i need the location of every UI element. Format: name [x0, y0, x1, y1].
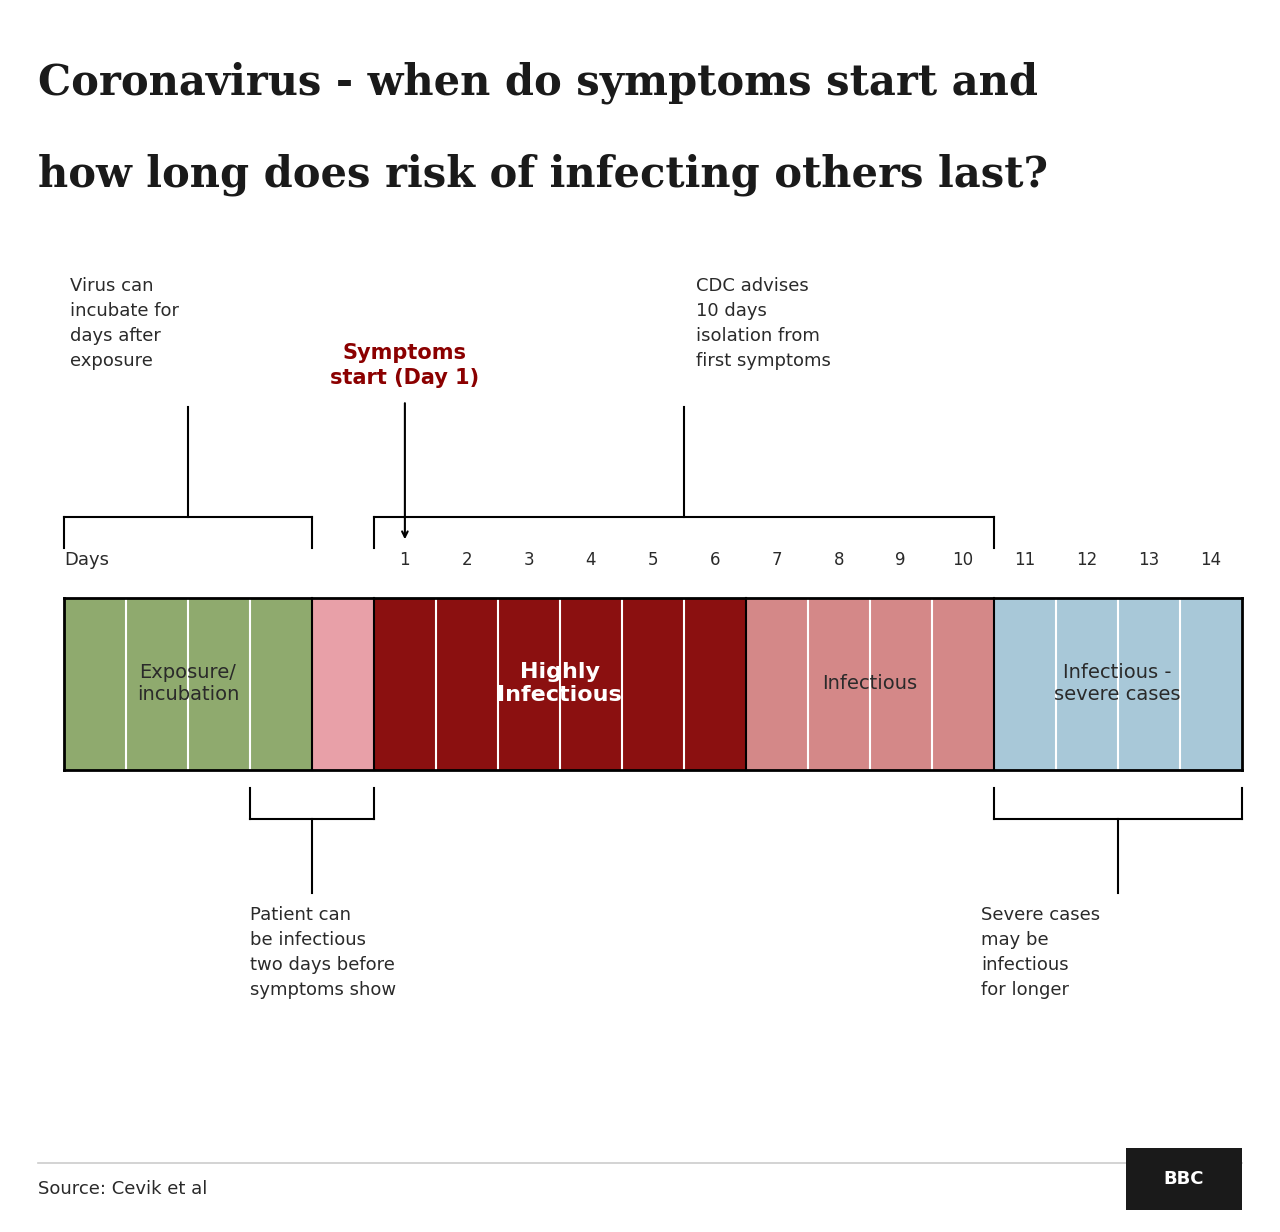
Text: 5: 5 — [648, 551, 658, 569]
Text: BBC: BBC — [1164, 1170, 1204, 1188]
Text: Symptoms
start (Day 1): Symptoms start (Day 1) — [330, 344, 480, 388]
Text: Source: Cevik et al: Source: Cevik et al — [38, 1179, 207, 1198]
Text: 6: 6 — [709, 551, 721, 569]
Text: 1: 1 — [399, 551, 410, 569]
Text: 9: 9 — [896, 551, 906, 569]
Bar — [312, 598, 374, 770]
Text: how long does risk of infecting others last?: how long does risk of infecting others l… — [38, 154, 1048, 196]
Text: 4: 4 — [585, 551, 596, 569]
Text: 13: 13 — [1138, 551, 1160, 569]
Bar — [746, 598, 993, 770]
Text: 11: 11 — [1014, 551, 1036, 569]
Bar — [993, 598, 1242, 770]
Text: 14: 14 — [1201, 551, 1221, 569]
Text: Severe cases
may be
infectious
for longer: Severe cases may be infectious for longe… — [982, 906, 1101, 998]
Text: Coronavirus - when do symptoms start and: Coronavirus - when do symptoms start and — [38, 62, 1038, 103]
Text: Patient can
be infectious
two days before
symptoms show: Patient can be infectious two days befor… — [250, 906, 396, 998]
Text: CDC advises
10 days
isolation from
first symptoms: CDC advises 10 days isolation from first… — [696, 277, 831, 370]
Text: Highly
Infectious: Highly Infectious — [498, 662, 622, 706]
Bar — [64, 598, 312, 770]
Text: 12: 12 — [1076, 551, 1097, 569]
Text: 10: 10 — [952, 551, 973, 569]
Text: 7: 7 — [772, 551, 782, 569]
Text: Exposure/
incubation: Exposure/ incubation — [137, 663, 239, 705]
Text: Virus can
incubate for
days after
exposure: Virus can incubate for days after exposu… — [70, 277, 179, 370]
Text: Infectious -
severe cases: Infectious - severe cases — [1055, 663, 1181, 705]
Text: 2: 2 — [462, 551, 472, 569]
Bar — [1126, 1148, 1242, 1210]
Text: 8: 8 — [833, 551, 844, 569]
Bar — [374, 598, 746, 770]
Text: Days: Days — [64, 551, 109, 569]
Text: Infectious: Infectious — [822, 674, 918, 694]
Text: 3: 3 — [524, 551, 534, 569]
